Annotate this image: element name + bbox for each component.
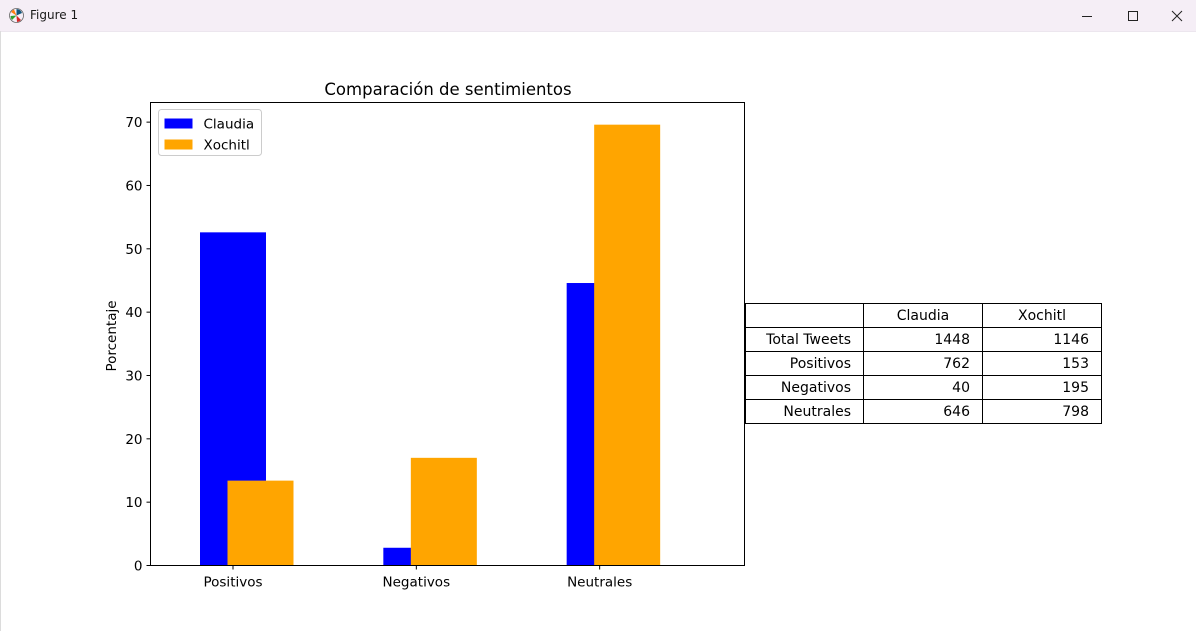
bar-chart: Comparación de sentimientos Porcentaje 0… xyxy=(104,80,745,591)
table-row-label: Total Tweets xyxy=(745,327,864,352)
table-cell: 195 xyxy=(982,375,1102,400)
matplotlib-app-icon xyxy=(9,8,24,23)
y-tick-label: 0 xyxy=(134,559,143,575)
table-cell: 1448 xyxy=(863,327,983,352)
y-tick-label: 50 xyxy=(125,242,142,258)
axes-frame xyxy=(150,102,745,566)
table-row: Negativos 40 195 xyxy=(745,375,1102,400)
window-title: Figure 1 xyxy=(30,8,79,22)
table-row-label: Neutrales xyxy=(745,399,864,424)
table-header-row: Claudia Xochitl xyxy=(745,303,1102,328)
table-row: Positivos 762 153 xyxy=(745,351,1102,376)
table-cell: 762 xyxy=(863,351,983,376)
bar-xochitl-neutrales xyxy=(594,124,661,566)
bar-xochitl-positivos xyxy=(227,480,294,566)
minimize-icon xyxy=(1082,15,1092,17)
legend-swatch-xochitl xyxy=(164,139,193,150)
minimize-button[interactable] xyxy=(1064,0,1110,31)
data-table: Claudia Xochitl Total Tweets 1448 1146 P… xyxy=(745,303,1102,424)
table-header-cell: Claudia xyxy=(863,303,983,328)
chart-title: Comparación de sentimientos xyxy=(324,80,571,99)
y-tick-label: 60 xyxy=(125,178,142,194)
legend-label-claudia: Claudia xyxy=(204,117,255,133)
table-header-cell xyxy=(745,303,864,328)
y-tick-label: 30 xyxy=(125,368,142,384)
table-cell: 153 xyxy=(982,351,1102,376)
table-row-label: Positivos xyxy=(745,351,864,376)
maximize-button[interactable] xyxy=(1110,0,1156,31)
y-tick-label: 20 xyxy=(125,432,142,448)
bars-group xyxy=(200,124,661,566)
legend-label-xochitl: Xochitl xyxy=(204,138,250,154)
close-button[interactable] xyxy=(1154,0,1196,31)
window-titlebar: Figure 1 xyxy=(0,0,1196,32)
figure-canvas: Comparación de sentimientos Porcentaje 0… xyxy=(0,31,1196,631)
y-tick-label: 10 xyxy=(125,495,142,511)
table-cell: 798 xyxy=(982,399,1102,424)
bar-xochitl-negativos xyxy=(410,457,477,566)
table-row: Neutrales 646 798 xyxy=(745,399,1102,424)
y-ticks-group: 0 10 20 30 40 50 60 70 xyxy=(125,115,151,575)
x-tick-label: Negativos xyxy=(383,575,451,591)
close-icon xyxy=(1171,10,1183,21)
x-tick-label: Neutrales xyxy=(567,575,632,591)
y-axis-label: Porcentaje xyxy=(104,300,120,371)
x-ticks-group: Positivos Negativos Neutrales xyxy=(203,565,632,591)
table-cell: 40 xyxy=(863,375,983,400)
y-tick-label: 70 xyxy=(125,115,142,131)
maximize-icon xyxy=(1128,10,1138,21)
legend: Claudia Xochitl xyxy=(158,109,262,156)
y-tick-label: 40 xyxy=(125,305,142,321)
table-cell: 1146 xyxy=(982,327,1102,352)
table-header-cell: Xochitl xyxy=(982,303,1102,328)
x-tick-label: Positivos xyxy=(203,575,262,591)
table-cell: 646 xyxy=(863,399,983,424)
table-row-label: Negativos xyxy=(745,375,864,400)
table-row: Total Tweets 1448 1146 xyxy=(745,327,1102,352)
legend-swatch-claudia xyxy=(164,118,193,129)
